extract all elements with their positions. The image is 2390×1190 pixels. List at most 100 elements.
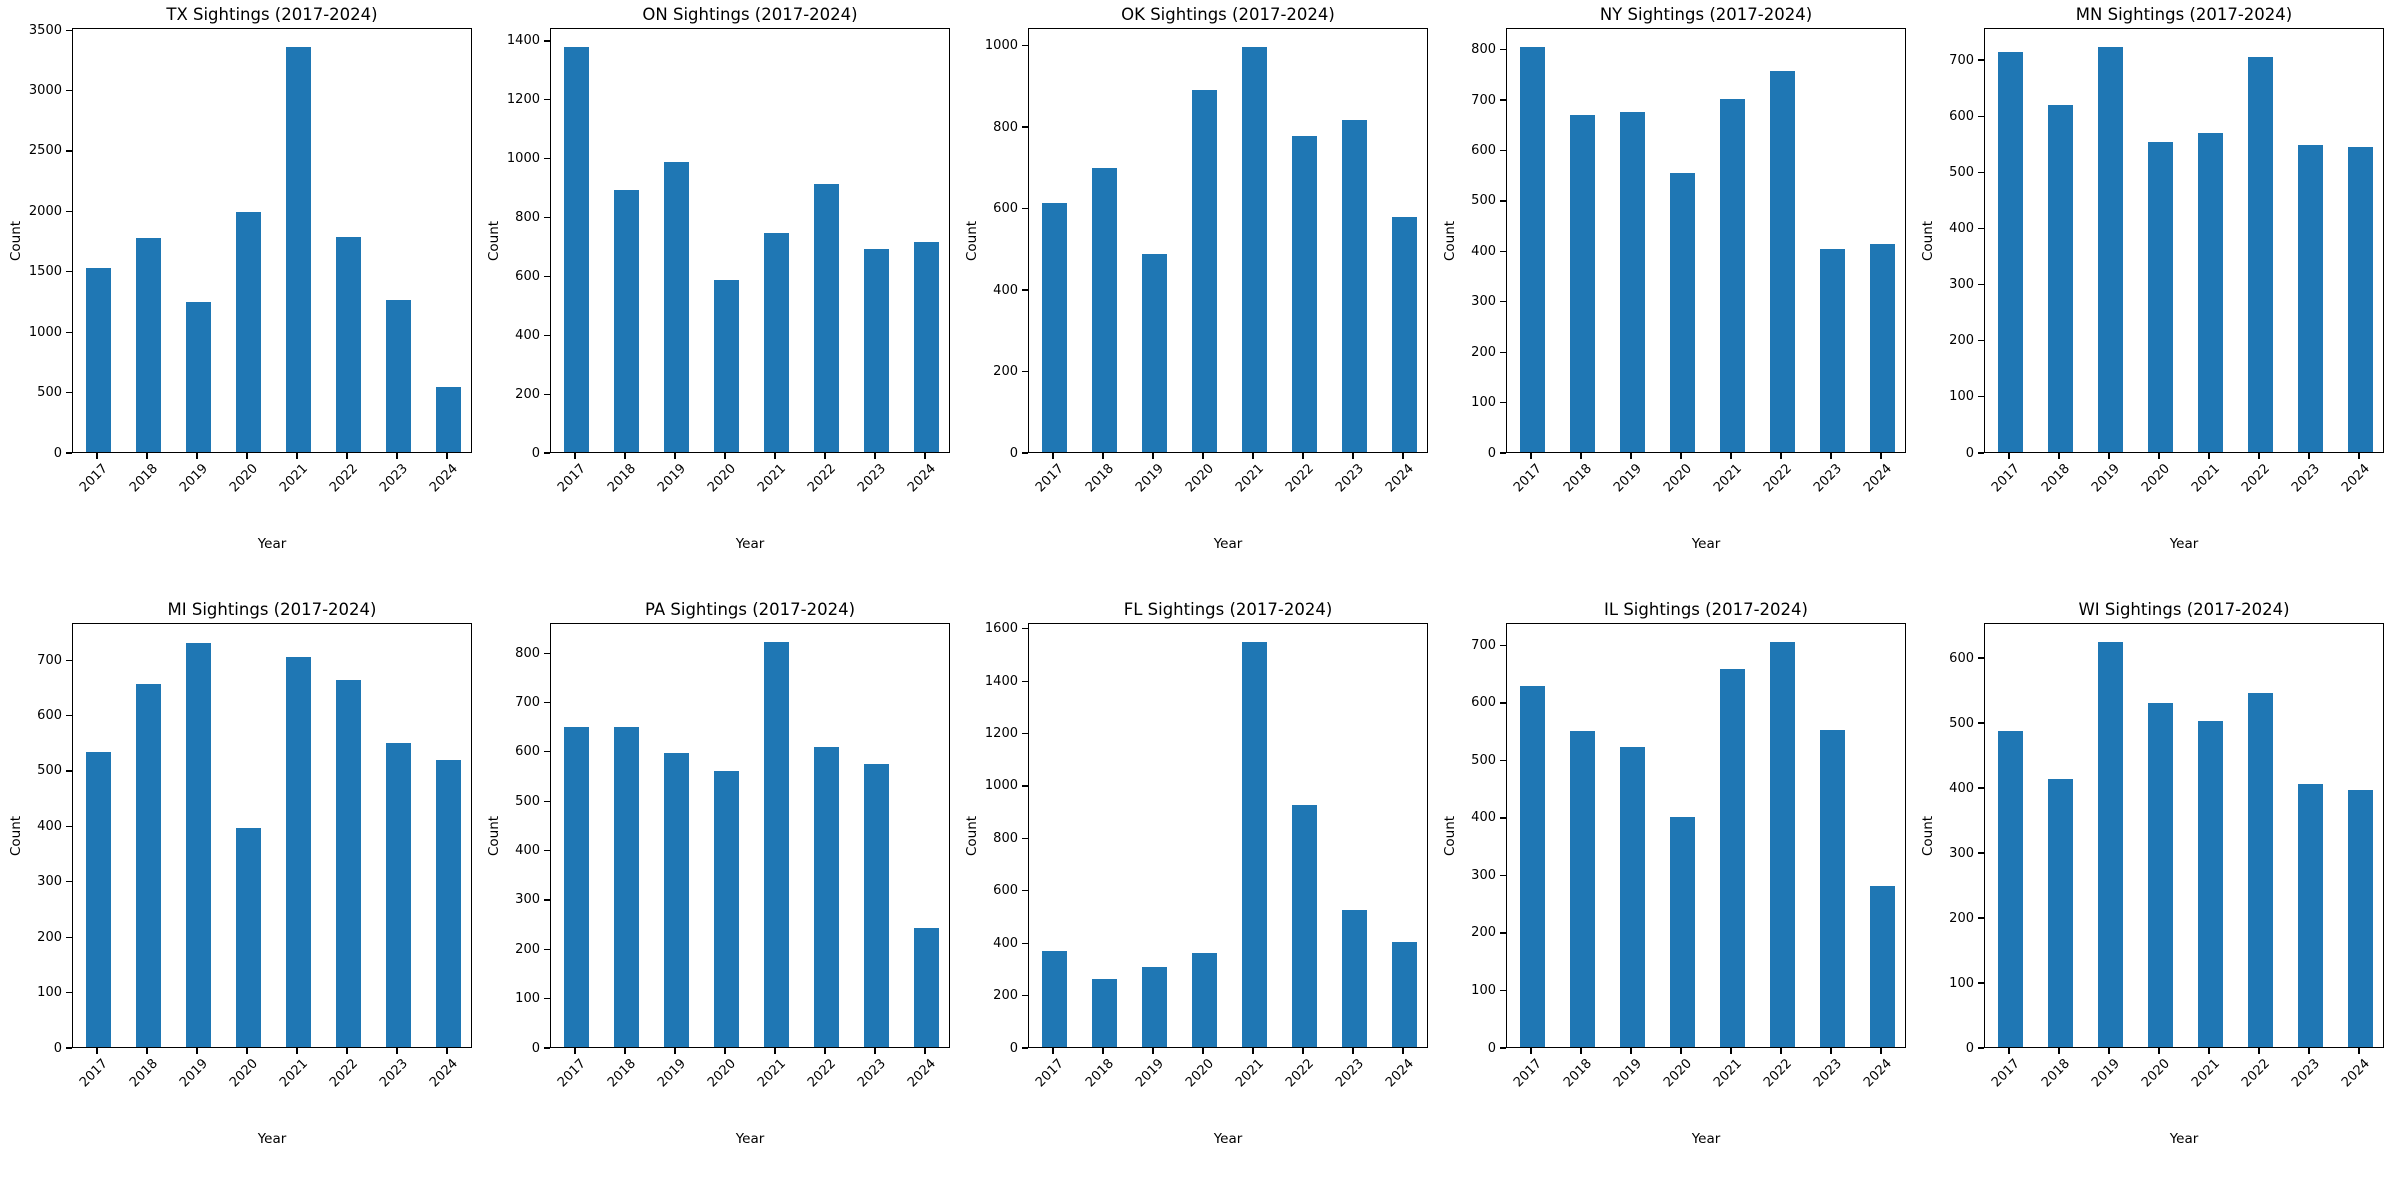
x-tick-label-2024: 2024	[2338, 1056, 2373, 1091]
x-tick-label-2017: 2017	[1988, 461, 2023, 496]
chart-title-ON: ON Sightings (2017-2024)	[642, 5, 858, 24]
x-tick-label-2020: 2020	[1660, 461, 1695, 496]
chart-OK: OK Sightings (2017-2024) 0 200 400 600 800 100…	[956, 0, 1434, 595]
x-tick-mark	[1680, 1048, 1682, 1054]
x-tick-label-2024: 2024	[426, 461, 461, 496]
y-tick-mark	[1978, 396, 1984, 398]
x-tick-label-2020: 2020	[2138, 461, 2173, 496]
y-tick-label: 2000	[28, 203, 62, 219]
bar-WI-2017	[1997, 731, 2023, 1047]
bar-ON-2018	[613, 190, 639, 452]
y-tick-mark	[66, 331, 72, 333]
y-tick-mark	[1500, 401, 1506, 404]
bar-TX-2018	[135, 238, 161, 452]
y-tick-mark	[544, 998, 550, 1000]
x-tick-label-2023: 2023	[1332, 461, 1367, 496]
bar-IL-2020	[1669, 816, 1695, 1047]
x-tick-label-2021: 2021	[2188, 461, 2223, 496]
x-tick-label-2022: 2022	[326, 461, 361, 496]
x-tick-mark	[296, 1048, 298, 1054]
y-tick-mark	[66, 881, 72, 883]
y-tick-label: 100	[1949, 389, 1974, 405]
x-tick-mark	[96, 453, 98, 459]
y-tick-mark	[1500, 250, 1506, 252]
y-tick-mark	[1022, 126, 1028, 128]
y-axis-label-IL: Count	[1442, 815, 1458, 856]
y-tick-label: 800	[993, 830, 1018, 846]
x-tick-mark	[296, 453, 298, 459]
y-tick-label: 500	[1471, 193, 1496, 209]
y-tick-mark	[66, 210, 72, 212]
y-tick-mark	[1500, 702, 1506, 704]
bar-NY-2021	[1719, 99, 1745, 452]
bar-OK-2019	[1141, 254, 1167, 452]
bar-TX-2020	[235, 211, 261, 452]
x-tick-label-2018: 2018	[126, 1056, 161, 1091]
y-tick-label: 200	[1471, 925, 1496, 941]
y-tick-mark	[1978, 657, 1984, 659]
bar-FL-2021	[1241, 642, 1267, 1047]
x-axis-label-PA: Year	[735, 1131, 765, 1147]
y-tick-mark	[1500, 874, 1506, 877]
x-tick-mark	[1580, 1048, 1582, 1054]
x-tick-label-2018: 2018	[2038, 1056, 2073, 1091]
x-tick-label-2017: 2017	[554, 461, 589, 496]
bar-MI-2018	[135, 684, 161, 1047]
x-tick-mark	[1880, 453, 1882, 459]
y-tick-mark	[1500, 989, 1506, 992]
x-tick-label-2022: 2022	[2238, 1056, 2273, 1091]
y-tick-mark	[66, 770, 72, 772]
plot-area-TX	[72, 28, 472, 453]
y-tick-mark	[544, 948, 550, 950]
x-tick-mark	[196, 453, 198, 459]
x-tick-mark	[446, 1048, 448, 1054]
y-tick-label: 200	[993, 988, 1018, 1004]
plot-area-MI	[72, 623, 472, 1048]
bar-ON-2022	[813, 183, 839, 452]
x-tick-label-2023: 2023	[1332, 1056, 1367, 1091]
x-tick-mark	[1630, 453, 1632, 459]
chart-title-FL: FL Sightings (2017-2024)	[1123, 600, 1333, 619]
y-tick-label: 400	[1949, 220, 1974, 236]
y-tick-label: 3000	[28, 83, 62, 99]
x-tick-mark	[1730, 453, 1732, 459]
bar-MN-2017	[1997, 51, 2023, 452]
x-tick-mark	[1252, 1048, 1254, 1054]
plot-area-PA	[550, 623, 950, 1048]
y-tick-label: 0	[531, 445, 540, 461]
y-tick-mark	[66, 936, 72, 938]
chart-title-MN: MN Sightings (2017-2024)	[2075, 5, 2293, 24]
bar-IL-2019	[1619, 746, 1645, 1047]
bar-FL-2020	[1191, 952, 1217, 1047]
bar-MI-2024	[435, 759, 461, 1047]
x-tick-label-2018: 2018	[126, 461, 161, 496]
bar-WI-2019	[2097, 642, 2123, 1047]
y-tick-mark	[544, 899, 550, 901]
x-tick-label-2021: 2021	[276, 1056, 311, 1091]
x-axis-label-FL: Year	[1213, 1131, 1243, 1147]
x-tick-label-2024: 2024	[1382, 1056, 1417, 1091]
bar-MI-2021	[285, 657, 311, 1047]
y-tick-mark	[544, 40, 550, 42]
y-tick-mark	[1500, 817, 1506, 819]
x-tick-mark	[1730, 1048, 1732, 1054]
y-tick-mark	[1978, 722, 1984, 724]
y-tick-mark	[1500, 200, 1506, 202]
x-tick-label-2022: 2022	[804, 1056, 839, 1091]
bar-ON-2023	[863, 248, 889, 452]
plot-area-OK	[1028, 28, 1428, 453]
bar-IL-2022	[1769, 642, 1795, 1047]
y-tick-label: 600	[993, 883, 1018, 899]
x-tick-label-2017: 2017	[76, 1056, 111, 1091]
chart-title-NY: NY Sightings (2017-2024)	[1599, 5, 1813, 24]
x-tick-mark	[2308, 1048, 2310, 1054]
y-tick-label: 1000	[506, 151, 540, 167]
x-tick-label-2017: 2017	[554, 1056, 589, 1091]
y-tick-mark	[1022, 289, 1028, 291]
x-tick-mark	[1102, 1048, 1104, 1054]
x-tick-label-2024: 2024	[1860, 1056, 1895, 1091]
x-tick-mark	[446, 453, 448, 459]
chart-NY: NY Sightings (2017-2024) 0 100 200 300 400 500…	[1434, 0, 1912, 595]
x-tick-label-2021: 2021	[1232, 461, 1267, 496]
